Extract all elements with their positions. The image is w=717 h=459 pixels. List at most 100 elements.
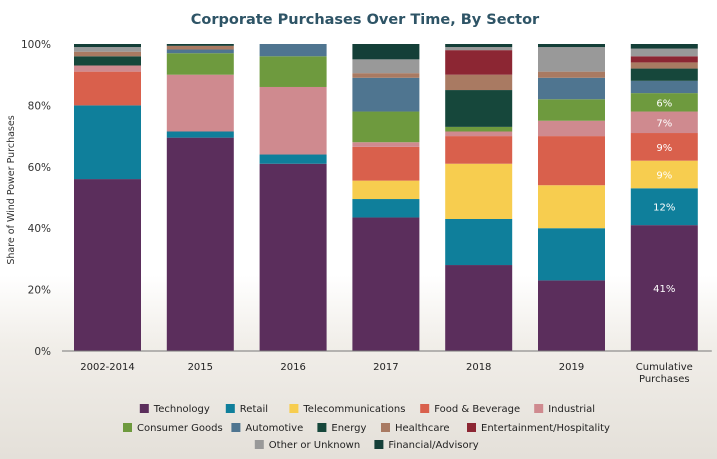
legend-label-other-or-unknown: Other or Unknown: [269, 440, 360, 451]
legend-label-food-beverage: Food & Beverage: [434, 404, 520, 415]
bar-2002-2014-other-or-unknown: [74, 47, 141, 52]
legend-swatch-consumer-goods: [123, 423, 132, 432]
bar-cumulative-purchases-consumer-goods: [630, 93, 698, 112]
legend-label-consumer-goods: Consumer Goods: [137, 423, 223, 434]
y-tick-60: 60%: [28, 162, 51, 174]
data-label-technology: 41%: [653, 284, 675, 295]
bar-cumulative-purchases-automotive: [630, 80, 698, 94]
y-tick-100: 100%: [21, 39, 51, 51]
bar-cumulative-purchases-food-beverage: [630, 133, 698, 161]
bar-2018-consumer-goods: [445, 126, 513, 132]
bar-2018-entertainment-hospitality: [445, 50, 513, 75]
bar-2017-telecommunications: [352, 180, 420, 200]
bar-2018-technology: [445, 265, 513, 351]
legend-label-energy: Energy: [331, 423, 366, 434]
legend-swatch-retail: [225, 404, 235, 413]
legend-swatch-food-beverage: [420, 404, 430, 413]
bar-2016-technology: [259, 163, 327, 351]
bar-2018-food-beverage: [445, 136, 513, 164]
bar-2002-2014-financial-advisory: [74, 44, 141, 48]
bar-2019-financial-advisory: [538, 44, 605, 48]
bar-2002-2014-retail: [74, 105, 141, 180]
bar-cumulative-purchases-telecommunications: [630, 160, 698, 189]
bar-2019-other-or-unknown: [538, 47, 605, 72]
bar-cumulative-purchases-industrial: [630, 111, 698, 134]
y-axis-ticks: 0% 20% 40% 60% 80% 100%: [21, 39, 51, 358]
bar-2019-consumer-goods: [538, 99, 605, 121]
legend-swatch-telecommunications: [289, 404, 299, 413]
data-labels: 41% 12% 9% 9% 7% 6%: [653, 98, 675, 295]
bar-2018-retail: [445, 218, 513, 266]
legend-swatch-industrial: [534, 404, 544, 413]
bar-cumulative-purchases-other-or-unknown: [630, 48, 698, 57]
bar-2018-other-or-unknown: [445, 47, 513, 51]
legend: Technology Retail Telecommunications Food &…: [123, 404, 610, 451]
x-tick-2002-2014: 2002-2014: [80, 362, 135, 373]
x-tick-2016: 2016: [280, 362, 305, 373]
bar-2015-automotive: [166, 49, 234, 54]
bar-2018-telecommunications: [445, 163, 513, 219]
x-tick-2018: 2018: [466, 362, 491, 373]
legend-label-industrial: Industrial: [548, 404, 595, 415]
data-label-industrial: 7%: [656, 118, 672, 129]
bar-cumulative-purchases-energy: [630, 68, 698, 81]
bar-2017-food-beverage: [352, 146, 420, 181]
bar-2002-2014-energy: [74, 56, 141, 66]
bar-2002-2014-food-beverage: [74, 71, 141, 106]
bar-2002-2014-healthcare: [74, 51, 141, 57]
bar-2019-food-beverage: [538, 136, 605, 186]
bar-2016-industrial: [259, 86, 327, 155]
bar-2018-industrial: [445, 131, 513, 137]
bar-2018-energy: [445, 90, 513, 127]
bar-2015-retail: [166, 131, 234, 138]
x-tick-cumulative-purchases-line-1: Cumulative: [636, 362, 693, 373]
bar-cumulative-purchases-technology: [630, 225, 698, 351]
x-tick-cumulative-purchases-line-2: Purchases: [639, 374, 690, 385]
bar-2017-other-or-unknown: [352, 59, 420, 74]
bar-2018-financial-advisory: [445, 44, 513, 48]
bar-2019-healthcare: [538, 71, 605, 78]
bar-2015-technology: [166, 137, 234, 351]
bar-2017-financial-advisory: [352, 44, 420, 60]
bar-2015-healthcare: [166, 45, 234, 50]
bar-cumulative-purchases-retail: [630, 188, 698, 226]
bar-2016-consumer-goods: [259, 56, 327, 87]
data-label-retail: 12%: [653, 203, 675, 214]
legend-label-technology: Technology: [153, 404, 210, 415]
bar-2019-technology: [538, 280, 605, 351]
y-tick-80: 80%: [28, 100, 51, 112]
bar-cumulative-purchases-financial-advisory: [630, 44, 698, 49]
chart-title: Corporate Purchases Over Time, By Sector: [191, 12, 540, 28]
y-axis-label: Share of Wind Power Purchases: [6, 115, 17, 264]
bar-2019-retail: [538, 228, 605, 281]
bar-2015-financial-advisory: [166, 44, 234, 46]
bar-cumulative-purchases-entertainment-hospitality: [630, 56, 698, 63]
bar-2002-2014-technology: [74, 179, 141, 351]
bar-2017-healthcare: [352, 73, 420, 78]
y-tick-0: 0%: [34, 346, 51, 358]
bar-2017-automotive: [352, 77, 420, 112]
bar-2016-automotive: [259, 44, 327, 57]
legend-label-financial-advisory: Financial/Advisory: [388, 440, 478, 451]
x-tick-2019: 2019: [559, 362, 584, 373]
legend-swatch-financial-advisory: [374, 440, 384, 449]
legend-label-entertainment-hospitality: Entertainment/Hospitality: [481, 423, 610, 434]
legend-label-automotive: Automotive: [245, 423, 303, 434]
legend-label-retail: Retail: [240, 404, 268, 415]
y-tick-20: 20%: [28, 285, 51, 297]
bar-2017-retail: [352, 199, 420, 218]
bar-2019-telecommunications: [538, 185, 605, 229]
bar-2016-retail: [259, 154, 327, 164]
legend-swatch-energy: [317, 423, 327, 432]
y-tick-40: 40%: [28, 223, 51, 235]
legend-swatch-healthcare: [381, 423, 390, 432]
legend-swatch-entertainment-hospitality: [467, 423, 476, 432]
data-label-telecommunications: 9%: [656, 170, 672, 181]
x-axis-ticks: 2002-2014 2015 2016 2017 2018 2019 CumulativeP…: [80, 362, 693, 385]
data-label-consumer-goods: 6%: [656, 98, 672, 109]
legend-swatch-automotive: [231, 423, 241, 432]
bar-cumulative-purchases-healthcare: [630, 62, 698, 69]
bar-2019-industrial: [538, 120, 605, 137]
